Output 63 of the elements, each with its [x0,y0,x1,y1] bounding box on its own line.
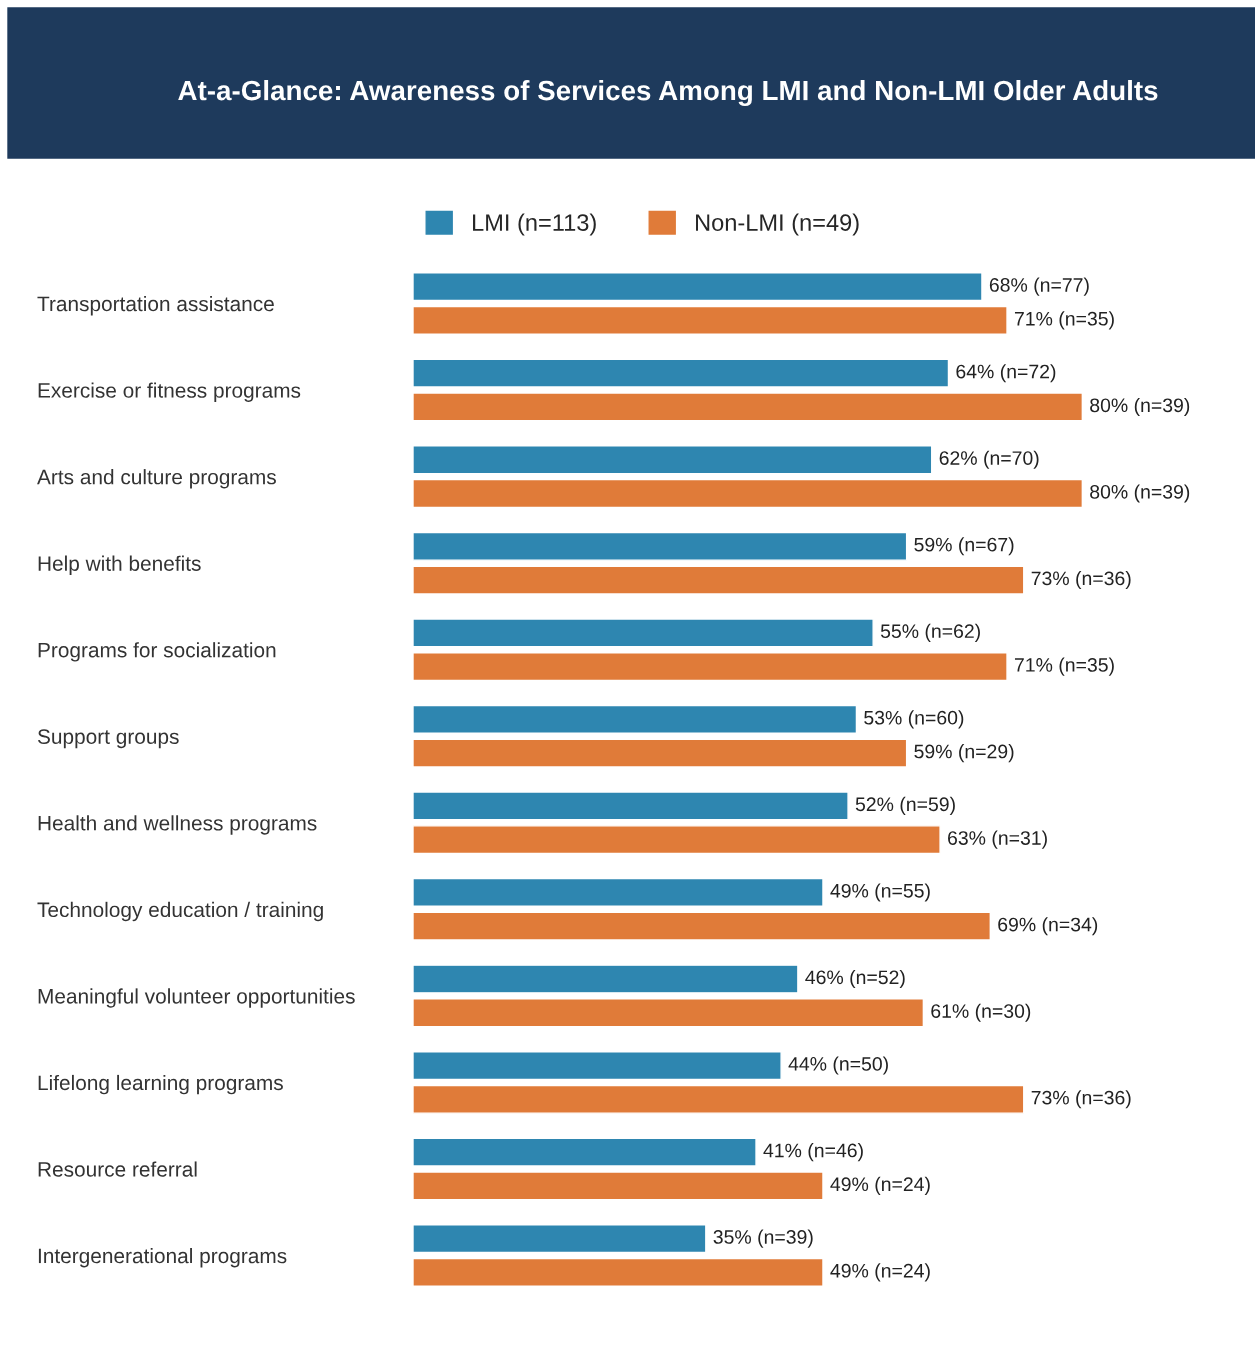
bar [413,531,908,561]
data-label: 80% (n=39) [1090,484,1190,503]
bar [413,478,1084,509]
y-tick-label: Transportation assistance [37,295,274,316]
chart-title: At-a-Glance: Awareness of Services Among LMI and Non-LMI Older Adults [178,79,1158,107]
data-label: 64% (n=72) [956,364,1056,383]
data-label: 52% (n=59) [855,796,955,815]
bar [413,1084,1025,1114]
data-label: 53% (n=60) [864,710,964,729]
data-label: 63% (n=31) [948,830,1047,849]
data-label: 46% (n=52) [805,969,905,989]
y-tick-label: Intergenerational programs [38,1247,287,1268]
legend-label: LMI (n=113) [473,213,596,236]
bar [413,704,858,734]
data-label: 69% (n=34) [998,917,1098,936]
data-label: 59% (n=67) [914,537,1014,556]
y-tick-label: Arts and culture programs [37,469,276,489]
data-label: 68% (n=77) [989,277,1089,296]
data-label: 71% (n=35) [1014,657,1114,676]
data-label: 55% (n=62) [880,623,980,642]
bar [413,738,908,768]
data-label: 35% (n=39) [713,1229,813,1248]
y-tick-label: Programs for socialization [38,642,276,662]
y-tick-label: Help with benefits [38,555,201,576]
bar [413,877,824,908]
y-tick-label: Technology education / training [37,901,323,922]
data-label: 41% (n=46) [763,1143,863,1162]
y-tick-label: Exercise or fitness programs [38,382,301,402]
data-label: 73% (n=36) [1031,570,1131,590]
data-label: 59% (n=29) [914,744,1014,763]
bar [413,1137,757,1167]
y-tick-label: Meaningful volunteer opportunities [38,988,355,1008]
bar [413,1257,824,1287]
y-tick-label: Support groups [37,729,179,749]
bar [413,791,849,821]
bar [413,964,799,994]
y-tick-label: Resource referral [38,1161,197,1177]
bar [413,911,991,941]
data-label: 62% (n=70) [939,450,1039,469]
bar [413,1051,782,1081]
bar [413,392,1084,422]
data-label: 73% (n=36) [1031,1090,1131,1109]
data-label: 61% (n=30) [931,1003,1031,1022]
bar [413,618,874,648]
bar [413,272,983,302]
bar [413,825,941,855]
bar [413,998,925,1028]
y-tick-label: Health and wellness programs [38,815,317,835]
bar [413,1224,707,1254]
bar [413,565,1025,595]
data-label: 49% (n=24) [830,1176,930,1195]
data-label: 44% (n=50) [788,1056,888,1075]
bar [413,305,1008,335]
data-label: 80% (n=39) [1090,397,1190,416]
bar [413,652,1008,682]
data-label: 49% (n=24) [830,1263,930,1282]
y-tick-label: Lifelong learning programs [38,1074,283,1095]
bar [413,358,950,388]
data-label: 49% (n=55) [830,883,930,902]
bar [413,445,933,475]
legend-label: Non-LMI (n=49) [696,213,859,236]
bar [413,1171,824,1201]
data-label: 71% (n=35) [1014,311,1114,330]
